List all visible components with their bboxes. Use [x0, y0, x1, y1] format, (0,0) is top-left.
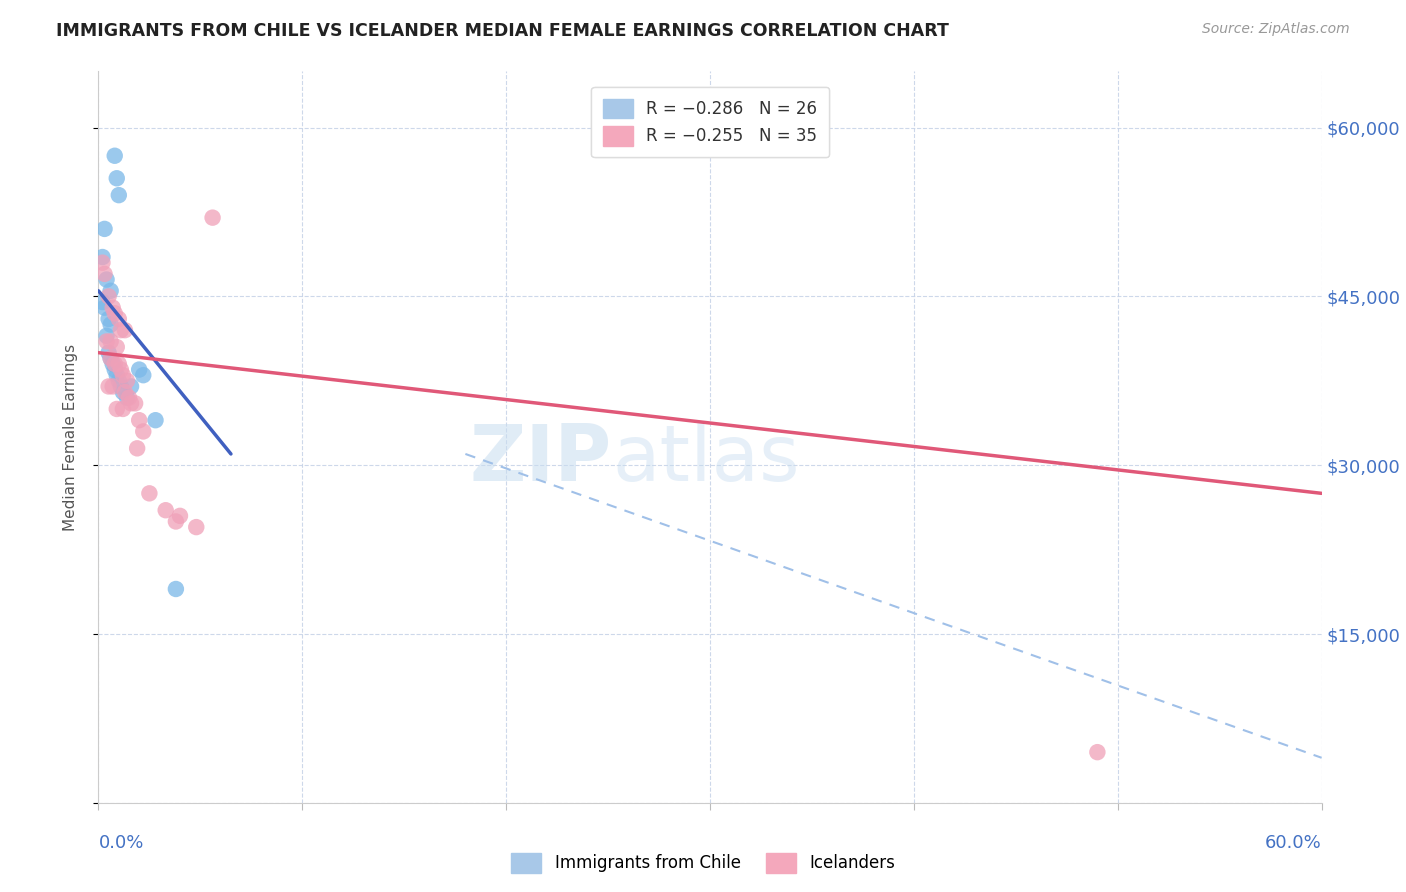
- Point: [115, 391, 138, 405]
- Point: [96, 328, 118, 343]
- Text: Source: ZipAtlas.com: Source: ZipAtlas.com: [1202, 22, 1350, 37]
- Point: [104, 362, 127, 376]
- Point: [145, 413, 167, 427]
- Point: [108, 312, 131, 326]
- Point: [108, 374, 131, 388]
- Point: [101, 379, 124, 393]
- Legend: R = −0.286   N = 26, R = −0.255   N = 35: R = −0.286 N = 26, R = −0.255 N = 35: [591, 87, 830, 157]
- Y-axis label: Median Female Earnings: Median Female Earnings: [63, 343, 77, 531]
- Point: [100, 351, 122, 366]
- Point: [104, 149, 127, 163]
- Point: [100, 351, 122, 366]
- Point: [128, 413, 150, 427]
- Point: [100, 334, 122, 349]
- Point: [91, 295, 114, 310]
- Point: [97, 312, 120, 326]
- Point: [165, 515, 187, 529]
- Point: [138, 486, 160, 500]
- Point: [91, 255, 114, 269]
- Point: [108, 188, 131, 202]
- Point: [93, 301, 115, 315]
- Point: [114, 323, 136, 337]
- Point: [105, 171, 128, 186]
- Point: [114, 385, 136, 400]
- Legend: Immigrants from Chile, Icelanders: Immigrants from Chile, Icelanders: [505, 847, 901, 880]
- Point: [127, 442, 149, 456]
- Text: atlas: atlas: [612, 421, 800, 497]
- Point: [97, 289, 120, 303]
- Point: [110, 362, 132, 376]
- Point: [105, 340, 128, 354]
- Text: 0.0%: 0.0%: [98, 834, 143, 852]
- Point: [118, 391, 141, 405]
- Point: [132, 425, 155, 439]
- Point: [97, 379, 120, 393]
- Point: [110, 379, 132, 393]
- Point: [155, 503, 177, 517]
- Point: [186, 520, 208, 534]
- Point: [100, 284, 122, 298]
- Point: [93, 267, 115, 281]
- Point: [97, 345, 120, 359]
- Point: [201, 211, 224, 225]
- Point: [115, 374, 138, 388]
- Point: [165, 582, 187, 596]
- Point: [101, 357, 124, 371]
- Point: [96, 334, 118, 349]
- Point: [169, 508, 191, 523]
- Point: [105, 401, 128, 416]
- Point: [93, 222, 115, 236]
- Point: [124, 396, 146, 410]
- Text: ZIP: ZIP: [470, 421, 612, 497]
- Point: [111, 385, 134, 400]
- Point: [101, 301, 124, 315]
- Point: [111, 368, 134, 383]
- Point: [96, 272, 118, 286]
- Point: [111, 401, 134, 416]
- Point: [110, 323, 132, 337]
- Point: [128, 362, 150, 376]
- Point: [120, 396, 142, 410]
- Point: [132, 368, 155, 383]
- Point: [100, 318, 122, 332]
- Point: [105, 368, 128, 383]
- Point: [91, 250, 114, 264]
- Point: [120, 379, 142, 393]
- Point: [108, 357, 131, 371]
- Text: IMMIGRANTS FROM CHILE VS ICELANDER MEDIAN FEMALE EARNINGS CORRELATION CHART: IMMIGRANTS FROM CHILE VS ICELANDER MEDIA…: [56, 22, 949, 40]
- Point: [104, 357, 127, 371]
- Point: [1085, 745, 1108, 759]
- Text: 60.0%: 60.0%: [1265, 834, 1322, 852]
- Point: [104, 306, 127, 320]
